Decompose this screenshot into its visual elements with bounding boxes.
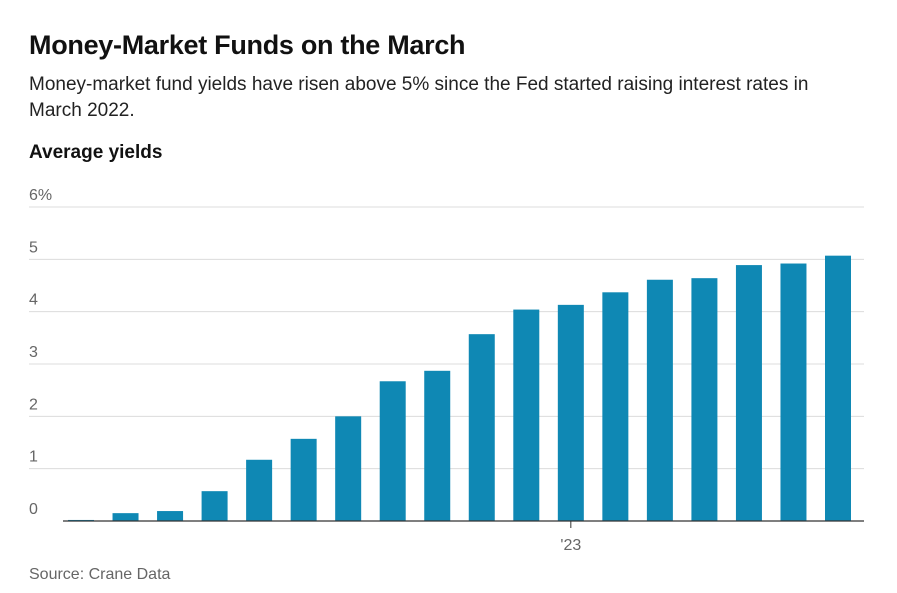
y-axis-label: Average yields (29, 142, 163, 163)
bar (468, 334, 495, 521)
bar (290, 438, 317, 521)
x-tick-label: '23 (560, 537, 581, 554)
y-tick-label: 5 (29, 239, 38, 256)
bar (246, 459, 273, 521)
bar (646, 279, 673, 521)
bars (68, 255, 851, 522)
bar (157, 511, 184, 521)
y-tick-label: 6% (29, 187, 52, 204)
y-tick-label: 3 (29, 344, 38, 361)
y-tick-labels: 0 1 2 3 4 5 6% (29, 187, 52, 518)
chart-title: Money-Market Funds on the March (29, 30, 466, 60)
bar (735, 265, 762, 521)
source-note: Source: Crane Data (29, 566, 171, 583)
bar (691, 278, 718, 521)
bar (424, 370, 451, 521)
chart-subtitle: Money-market fund yields have risen abov… (29, 74, 809, 121)
bar (335, 416, 362, 521)
bar (201, 491, 228, 521)
y-tick-label: 1 (29, 449, 38, 466)
bar (379, 381, 406, 521)
bar (602, 292, 629, 521)
bar (112, 513, 139, 521)
bar (557, 304, 584, 521)
y-tick-label: 0 (29, 501, 38, 518)
y-tick-label: 2 (29, 396, 38, 413)
bar (825, 255, 851, 522)
y-tick-label: 4 (29, 292, 38, 309)
bar (780, 263, 807, 521)
bar (513, 309, 540, 521)
x-tick-labels: '23 (560, 521, 581, 554)
